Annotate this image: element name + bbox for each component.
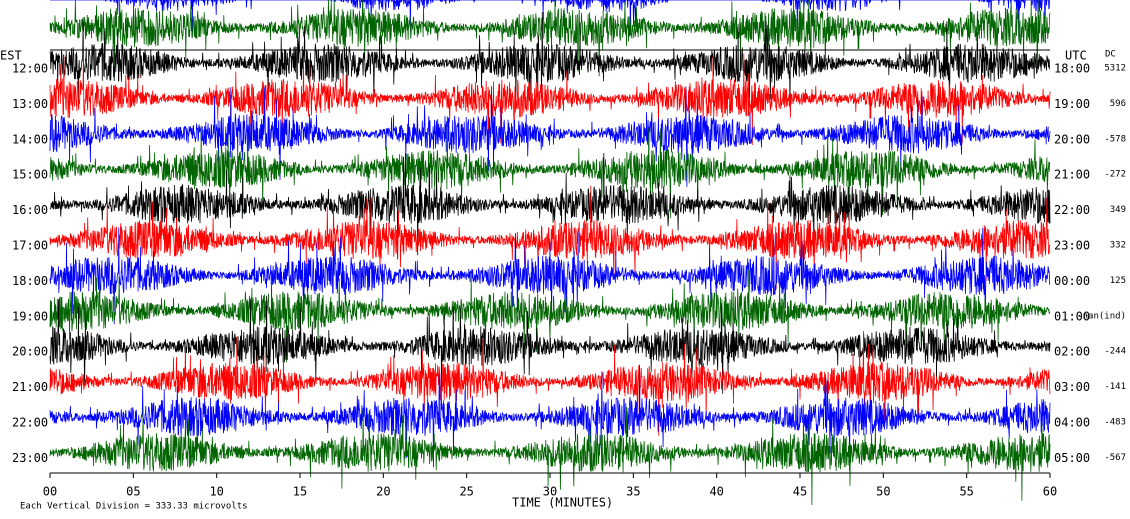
est-time-label: 12:00 <box>12 62 48 76</box>
utc-time-label: 02:00 <box>1054 345 1090 359</box>
x-tick-label: 50 <box>876 485 890 499</box>
trace <box>49 152 1051 260</box>
dc-value: 5312 <box>1104 64 1126 74</box>
trace <box>49 53 1051 146</box>
x-tick-label: 35 <box>626 485 640 499</box>
x-tick-label: 45 <box>793 485 807 499</box>
dc-value: 332 <box>1110 241 1126 251</box>
utc-time-label: 00:00 <box>1054 274 1090 288</box>
trace <box>49 331 1051 436</box>
utc-label: UTC <box>1065 49 1087 63</box>
x-tick-label: 55 <box>959 485 973 499</box>
utc-time-label: 19:00 <box>1054 97 1090 111</box>
dc-value: 125 <box>1110 276 1126 286</box>
utc-time-label: 22:00 <box>1054 203 1090 217</box>
x-tick-label: 00 <box>43 485 57 499</box>
x-axis-title: TIME (MINUTES) <box>512 496 613 510</box>
est-time-label: 19:00 <box>12 309 48 323</box>
dc-value: -272 <box>1104 170 1126 180</box>
footer-note: Each Vertical Division = 333.33 microvol… <box>20 502 248 512</box>
est-label: EST <box>0 49 22 63</box>
trace <box>49 86 1051 187</box>
x-tick-label: 30 <box>543 485 557 499</box>
trace <box>49 295 1051 395</box>
dc-value: -567 <box>1104 453 1126 463</box>
x-tick-label: 20 <box>376 485 390 499</box>
x-tick-label: 40 <box>709 485 723 499</box>
utc-time-label: 05:00 <box>1054 451 1090 465</box>
est-time-label: 14:00 <box>12 132 48 146</box>
utc-time-label: 21:00 <box>1054 168 1090 182</box>
x-tick-label: 15 <box>293 485 307 499</box>
est-time-label: 17:00 <box>12 239 48 253</box>
trace <box>49 227 1051 325</box>
x-tick-label: 10 <box>209 485 223 499</box>
est-time-label: 16:00 <box>12 203 48 217</box>
est-time-label: 23:00 <box>12 451 48 465</box>
utc-time-label: 01:00 <box>1054 309 1090 323</box>
est-time-label: 20:00 <box>12 345 48 359</box>
utc-time-label: 23:00 <box>1054 239 1090 253</box>
trace <box>49 0 1051 77</box>
dc-value: -578 <box>1104 134 1126 144</box>
trace <box>49 12 1050 108</box>
dc-label: DC <box>1105 50 1116 60</box>
trace <box>50 0 1051 43</box>
x-tick-label: 05 <box>126 485 140 499</box>
dc-value: -483 <box>1104 418 1126 428</box>
est-time-label: 15:00 <box>12 168 48 182</box>
utc-time-label: 20:00 <box>1054 132 1090 146</box>
x-tick-label: 25 <box>459 485 473 499</box>
trace <box>49 404 1051 506</box>
est-time-label: 22:00 <box>12 416 48 430</box>
est-time-label: 18:00 <box>12 274 48 288</box>
dc-value: -141 <box>1104 382 1126 392</box>
traces <box>49 0 1051 506</box>
est-time-label: 21:00 <box>12 380 48 394</box>
utc-time-label: 04:00 <box>1054 416 1090 430</box>
x-tick-label: 60 <box>1043 485 1057 499</box>
est-time-label: 13:00 <box>12 97 48 111</box>
utc-time-label: 18:00 <box>1054 62 1090 76</box>
dc-value: 349 <box>1110 205 1126 215</box>
trace <box>49 364 1051 472</box>
dc-value: -244 <box>1104 347 1126 357</box>
trace <box>49 116 1051 219</box>
dc-value: 596 <box>1110 99 1126 109</box>
dc-value: -nan(ind) <box>1077 311 1126 321</box>
utc-time-label: 03:00 <box>1054 380 1090 394</box>
